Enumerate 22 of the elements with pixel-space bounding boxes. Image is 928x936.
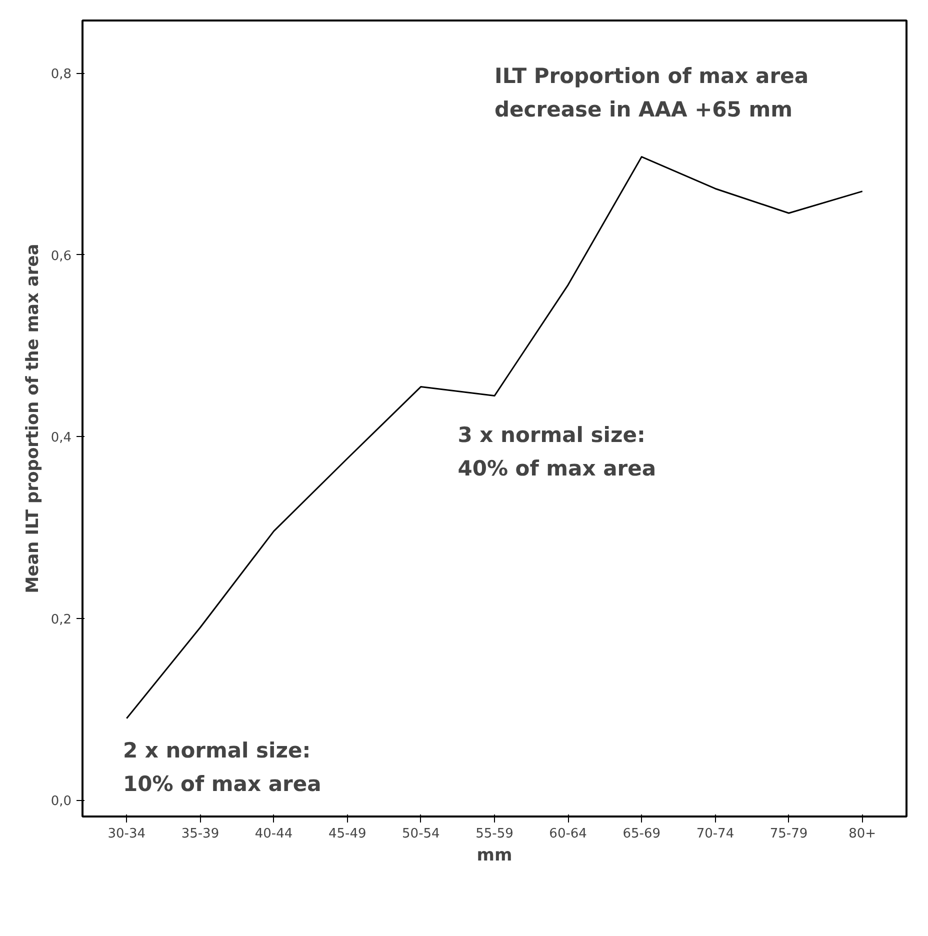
- x-tick-label: 45-49: [328, 826, 366, 842]
- x-tick-label: 35-39: [181, 826, 220, 842]
- x-tick-label: 55-59: [476, 826, 514, 842]
- y-tick-label: 0,4: [50, 430, 72, 446]
- x-tick-label: 60-64: [549, 826, 587, 842]
- y-axis-title: Mean ILT proportion of the max area: [22, 244, 43, 594]
- y-tick-label: 0,2: [50, 612, 72, 628]
- x-axis-title: mm: [476, 846, 512, 866]
- line-series: [126, 156, 864, 720]
- y-tick-label: 0,0: [50, 794, 72, 810]
- y-tick-label: 0,8: [50, 67, 72, 82]
- x-tick-label: 80+: [848, 826, 876, 842]
- x-tick-label: 75-79: [770, 826, 808, 842]
- x-tick-label: 70-74: [696, 826, 734, 842]
- annotation: ILT Proportion of max area decrease in AAA +65 mm: [494, 64, 808, 122]
- y-tick-label: 0,6: [50, 248, 72, 264]
- x-tick-label: 40-44: [254, 826, 293, 842]
- annotation: 3 x normal size: 40% of max area: [458, 423, 656, 481]
- annotation: 2 x normal size: 10% of max area: [122, 738, 322, 796]
- x-tick-label: 30-34: [108, 826, 146, 842]
- x-tick-label: 50-54: [402, 826, 440, 842]
- x-tick-label: 65-69: [622, 826, 661, 842]
